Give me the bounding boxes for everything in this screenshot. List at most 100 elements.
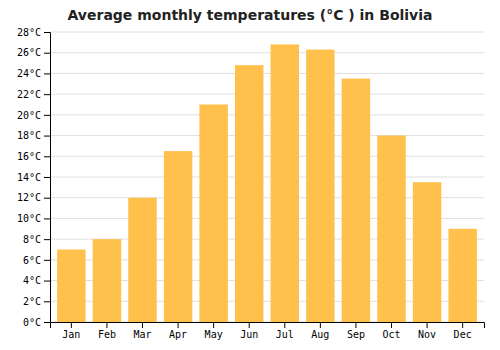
x-axis: Jan Feb Mar Apr May Jun Jul Aug Sep Oct Nov Dec — [51, 322, 485, 340]
y-tick: 24°C — [17, 68, 50, 79]
x-tick-mark — [142, 322, 143, 328]
bar — [377, 136, 405, 322]
bar — [57, 250, 85, 323]
y-tick-mark — [44, 301, 50, 302]
y-tick-mark — [44, 281, 50, 282]
y-tick-mark — [44, 218, 50, 219]
x-tick: Oct — [382, 322, 400, 340]
y-tick-label: 16°C — [17, 151, 41, 162]
y-tick: 16°C — [17, 151, 50, 162]
x-tick-mark — [284, 322, 285, 328]
x-tick-label: Sep — [347, 329, 365, 340]
x-tick: Aug — [311, 322, 329, 340]
bar — [93, 239, 121, 322]
x-tick: Dec — [454, 322, 472, 340]
y-tick-mark — [44, 115, 50, 116]
x-tick-mark — [427, 322, 428, 328]
grid-line — [50, 73, 484, 74]
bar — [128, 198, 156, 322]
x-tick: Apr — [169, 322, 187, 340]
x-tick: Mar — [133, 322, 151, 340]
y-tick-label: 2°C — [23, 296, 41, 307]
grid-line — [50, 114, 484, 115]
chart-container: Average monthly temperatures (°C ) in Bo… — [0, 0, 500, 350]
y-tick: 26°C — [17, 47, 50, 58]
y-tick-mark — [44, 53, 50, 54]
x-tick-mark — [213, 322, 214, 328]
x-tick: May — [205, 322, 223, 340]
grid-line — [50, 32, 484, 33]
x-tick-label: Aug — [311, 329, 329, 340]
axis-domain — [51, 323, 485, 329]
y-axis: 0°C 2°C 4°C 6°C 8°C 10°C 12°C 14°C 16°C 18°C 20°C 2… — [17, 27, 51, 328]
x-tick: Feb — [98, 322, 116, 340]
bar — [164, 151, 192, 322]
x-tick-label: May — [205, 329, 223, 340]
x-tick-label: Oct — [382, 329, 400, 340]
y-tick: 2°C — [23, 296, 50, 307]
x-tick-mark — [355, 322, 356, 328]
y-tick-label: 10°C — [17, 213, 41, 224]
y-tick-mark — [44, 198, 50, 199]
y-tick-mark — [44, 177, 50, 178]
bar — [235, 65, 263, 322]
x-tick-label: Jan — [62, 329, 80, 340]
y-tick-label: 22°C — [17, 89, 41, 100]
y-tick: 12°C — [17, 192, 50, 203]
grid-line — [50, 177, 484, 178]
x-tick-label: Dec — [454, 329, 472, 340]
x-tick-mark — [391, 322, 392, 328]
y-tick-label: 20°C — [17, 110, 41, 121]
grid-line — [50, 156, 484, 157]
y-tick: 14°C — [17, 172, 50, 183]
x-tick: Jun — [240, 322, 258, 340]
y-tick-label: 14°C — [17, 172, 41, 183]
y-tick-mark — [44, 156, 50, 157]
x-tick-mark — [320, 322, 321, 328]
x-tick-mark — [178, 322, 179, 328]
y-tick: 28°C — [17, 27, 50, 38]
y-tick-label: 6°C — [23, 255, 41, 266]
y-tick-label: 8°C — [23, 234, 41, 245]
y-tick-mark — [44, 32, 50, 33]
chart-title: Average monthly temperatures (°C ) in Bo… — [68, 7, 433, 23]
y-tick: 6°C — [23, 255, 50, 266]
y-tick: 18°C — [17, 130, 50, 141]
y-tick-label: 12°C — [17, 192, 41, 203]
grid-line — [50, 94, 484, 95]
bar — [199, 105, 227, 323]
axis-domain — [44, 33, 51, 323]
chart-svg: Average monthly temperatures (°C ) in Bo… — [0, 0, 500, 350]
grid — [50, 32, 484, 322]
y-tick: 10°C — [17, 213, 50, 224]
x-tick: Nov — [418, 322, 436, 340]
grid-line — [50, 135, 484, 136]
grid-line — [50, 52, 484, 53]
y-tick: 8°C — [23, 234, 50, 245]
bar — [413, 182, 441, 322]
bar — [306, 50, 334, 322]
y-tick-mark — [44, 73, 50, 74]
x-tick-mark — [249, 322, 250, 328]
x-tick: Sep — [347, 322, 365, 340]
plot-area: Jan Feb Mar Apr May Jun Jul Aug Sep Oct Nov Dec 0°C 2… — [17, 27, 485, 340]
x-tick-mark — [462, 322, 463, 328]
x-tick-label: Jul — [276, 329, 294, 340]
y-tick-mark — [44, 239, 50, 240]
y-tick-label: 4°C — [23, 275, 41, 286]
y-tick-mark — [44, 260, 50, 261]
bar — [448, 229, 476, 322]
x-tick-label: Nov — [418, 329, 436, 340]
x-tick-label: Apr — [169, 329, 187, 340]
bar — [271, 44, 299, 322]
y-tick-mark — [44, 94, 50, 95]
bar — [342, 79, 370, 322]
y-tick: 4°C — [23, 275, 50, 286]
x-tick: Jan — [62, 322, 80, 340]
y-tick-label: 24°C — [17, 68, 41, 79]
x-tick-mark — [106, 322, 107, 328]
x-tick-label: Jun — [240, 329, 258, 340]
bars — [57, 44, 477, 322]
y-tick-label: 0°C — [23, 317, 41, 328]
x-tick-label: Mar — [133, 329, 151, 340]
